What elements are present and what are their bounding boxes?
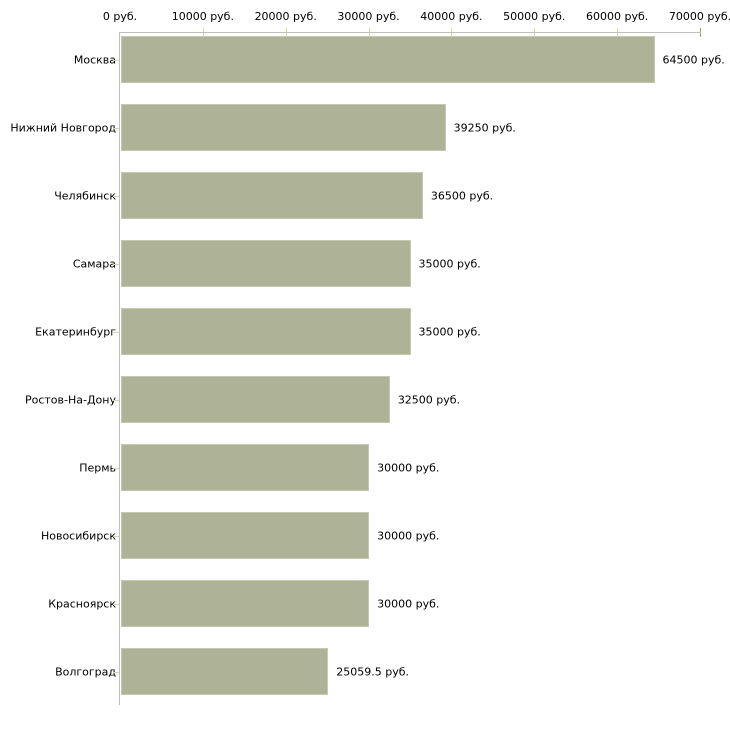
x-axis-tick-label: 50000 руб. bbox=[503, 10, 566, 23]
category-label: Ростов-На-Дону bbox=[24, 393, 116, 406]
x-axis-tick-label: 60000 руб. bbox=[586, 10, 649, 23]
category-label: Новосибирск bbox=[40, 529, 116, 542]
y-axis-tick bbox=[113, 59, 119, 61]
x-axis-tick-label: 30000 руб. bbox=[337, 10, 400, 23]
value-label: 25059.5 руб. bbox=[336, 665, 410, 678]
category-label: Екатеринбург bbox=[35, 325, 116, 338]
bar-row: Волгоград 25059.5 руб. bbox=[0, 648, 730, 695]
category-label: Красноярск bbox=[48, 597, 116, 610]
bar-row: Красноярск 30000 руб. bbox=[0, 580, 730, 627]
value-label: 32500 руб. bbox=[397, 393, 461, 406]
category-label: Нижний Новгород bbox=[10, 121, 116, 134]
bar-row: Нижний Новгород 39250 руб. bbox=[0, 104, 730, 151]
y-axis-tick bbox=[113, 467, 119, 469]
bar-10 bbox=[121, 648, 329, 695]
bar-5 bbox=[121, 308, 411, 355]
value-label: 35000 руб. bbox=[418, 325, 481, 338]
value-label: 30000 руб. bbox=[377, 597, 440, 610]
y-axis-tick bbox=[113, 263, 119, 265]
value-label: 35000 руб. bbox=[418, 257, 481, 270]
value-label: 30000 руб. bbox=[377, 461, 440, 474]
y-axis-tick bbox=[113, 535, 119, 537]
category-label: Москва bbox=[73, 53, 116, 66]
y-axis-tick bbox=[113, 603, 119, 605]
x-axis-line bbox=[120, 32, 701, 33]
bar-7 bbox=[121, 444, 370, 491]
y-axis-line bbox=[119, 32, 120, 705]
bar-3 bbox=[121, 172, 423, 219]
category-label: Пермь bbox=[79, 461, 116, 474]
y-axis-tick bbox=[113, 671, 119, 673]
y-axis-tick bbox=[113, 195, 119, 197]
x-axis-tick-label: 10000 руб. bbox=[171, 10, 234, 23]
category-label: Челябинск bbox=[54, 189, 116, 202]
bar-row: Екатеринбург 35000 руб. bbox=[0, 308, 730, 355]
bar-row: Пермь 30000 руб. bbox=[0, 444, 730, 491]
x-axis-tick-label: 40000 руб. bbox=[420, 10, 483, 23]
bar-rows: Москва 64500 руб. Нижний Новгород 39250 руб… bbox=[0, 36, 730, 716]
bar-row: Самара 35000 руб. bbox=[0, 240, 730, 287]
bar-2 bbox=[121, 104, 446, 151]
category-label: Самара bbox=[72, 257, 116, 270]
x-axis-tick-label: 20000 руб. bbox=[254, 10, 317, 23]
y-axis-tick bbox=[113, 331, 119, 333]
bar-row: Новосибирск 30000 руб. bbox=[0, 512, 730, 559]
value-label: 30000 руб. bbox=[377, 529, 440, 542]
bar-4 bbox=[121, 240, 411, 287]
y-axis-tick bbox=[113, 127, 119, 129]
x-axis-tick-label: 0 руб. bbox=[102, 10, 138, 23]
bar-9 bbox=[121, 580, 370, 627]
category-label: Волгоград bbox=[55, 665, 116, 678]
bar-1 bbox=[121, 36, 655, 83]
bar-row: Ростов-На-Дону 32500 руб. bbox=[0, 376, 730, 423]
bar-6 bbox=[121, 376, 390, 423]
y-axis-tick bbox=[113, 399, 119, 401]
bar-8 bbox=[121, 512, 370, 559]
value-label: 39250 руб. bbox=[453, 121, 516, 134]
x-axis-tick-label: 70000 руб. bbox=[668, 10, 730, 23]
value-label: 64500 руб. bbox=[662, 53, 725, 66]
value-label: 36500 руб. bbox=[430, 189, 494, 202]
bar-row: Москва 64500 руб. bbox=[0, 36, 730, 83]
bar-row: Челябинск 36500 руб. bbox=[0, 172, 730, 219]
